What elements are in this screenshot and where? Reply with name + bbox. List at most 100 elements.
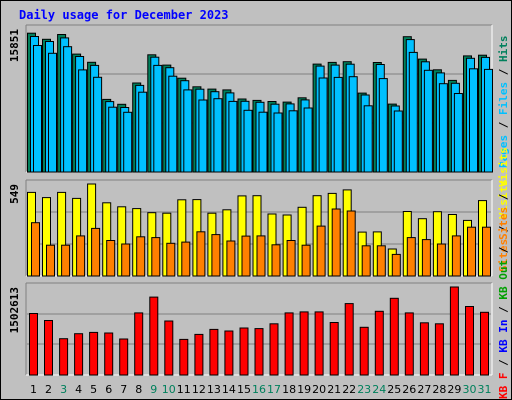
bar-sites: [241, 235, 251, 277]
x-tick-label: 18: [282, 383, 296, 396]
bar-pages: [453, 93, 463, 173]
x-tick-label: 27: [417, 383, 431, 396]
bar-kbytes-f: [104, 332, 114, 376]
x-tick-label: 26: [402, 383, 416, 396]
bar-sites: [106, 240, 116, 277]
bar-kbytes-f: [434, 323, 444, 376]
bar-kbytes-f: [449, 286, 459, 376]
bar-pages: [393, 110, 403, 173]
x-tick-label: 24: [372, 383, 386, 396]
bar-pages: [123, 111, 133, 173]
bar-sites: [346, 210, 356, 277]
x-tick-label: 20: [312, 383, 326, 396]
bar-kbytes-f: [419, 322, 429, 376]
bar-pages: [303, 107, 313, 173]
bar-kbytes-f: [299, 311, 309, 376]
legend-kbytes: KB F / KB In / KB Out / Sites / Visits: [497, 147, 510, 399]
bar-sites: [211, 234, 221, 277]
bar-sites: [76, 235, 86, 277]
x-tick-label: 31: [478, 383, 492, 396]
x-tick-label: 5: [90, 383, 97, 396]
bar-kbytes-f: [209, 328, 219, 376]
bar-pages: [243, 109, 253, 173]
bar-pages: [318, 77, 328, 173]
bar-sites: [271, 244, 281, 277]
x-tick-label: 16: [252, 383, 266, 396]
bar-pages: [33, 45, 42, 173]
bar-sites: [286, 240, 296, 277]
x-tick-label: 28: [432, 383, 446, 396]
bar-kbytes-f: [179, 338, 189, 376]
x-tick-label: 17: [267, 383, 281, 396]
y-max-label: 1502613: [8, 287, 21, 333]
bar-sites: [361, 245, 371, 277]
bar-pages: [228, 100, 238, 173]
bar-pages: [258, 111, 268, 173]
bar-kbytes-f: [329, 322, 339, 376]
bar-sites: [436, 243, 446, 277]
bar-kbytes-f: [59, 338, 69, 376]
bar-sites: [482, 226, 491, 277]
bar-sites: [46, 244, 55, 277]
bar-pages: [108, 106, 118, 173]
bar-pages: [348, 76, 358, 173]
bar-kbytes-f: [344, 303, 354, 376]
chart-title: Daily usage for December 2023: [19, 8, 229, 22]
bar-sites: [196, 231, 206, 277]
bar-pages: [48, 52, 57, 173]
bar-pages: [183, 89, 193, 173]
bar-pages: [63, 46, 73, 173]
x-tick-label: 7: [120, 383, 127, 396]
bar-pages: [333, 76, 343, 173]
x-tick-label: 19: [297, 383, 311, 396]
legend-hits-files-pages: Pages / Files / Hits: [497, 36, 510, 169]
bar-sites: [121, 243, 131, 277]
x-tick-label: 14: [222, 383, 236, 396]
x-tick-label: 25: [387, 383, 401, 396]
bar-kbytes-f: [269, 323, 279, 376]
bar-kbytes-f: [194, 333, 204, 376]
bar-pages: [484, 68, 493, 173]
bar-kbytes-f: [89, 331, 99, 376]
bar-pages: [438, 83, 448, 173]
x-tick-label: 23: [357, 383, 371, 396]
x-tick-label: 6: [105, 383, 112, 396]
bar-kbytes-f: [164, 320, 174, 376]
bar-kbytes-f: [44, 320, 53, 376]
bar-kbytes-f: [359, 326, 369, 376]
bar-kbytes-f: [284, 312, 294, 376]
x-tick-label: 9: [150, 383, 157, 396]
y-max-label: 549: [8, 184, 21, 204]
bar-sites: [331, 208, 341, 277]
bar-sites: [181, 241, 191, 277]
bar-kbytes-f: [465, 306, 474, 376]
bar-kbytes-f: [29, 313, 38, 376]
bar-pages: [469, 68, 478, 173]
bar-sites: [391, 253, 401, 277]
bar-sites: [136, 236, 146, 277]
bar-pages: [273, 112, 283, 173]
bar-sites: [61, 244, 71, 277]
bar-pages: [213, 98, 223, 173]
x-tick-label: 4: [75, 383, 82, 396]
bar-pages: [153, 64, 163, 173]
bar-sites: [166, 242, 176, 277]
bar-kbytes-f: [149, 296, 159, 376]
bar-pages: [378, 78, 388, 173]
bar-pages: [168, 75, 178, 173]
bar-kbytes-f: [239, 327, 249, 376]
legend-visits-sites: Sites / Visits: [497, 179, 510, 272]
bar-sites: [467, 226, 476, 277]
bar-sites: [376, 245, 386, 277]
bar-kbytes-f: [314, 311, 324, 376]
bar-kbytes-f: [480, 311, 489, 376]
bar-pages: [423, 69, 433, 173]
bar-pages: [138, 91, 148, 173]
bar-sites: [91, 227, 101, 277]
bar-pages: [198, 99, 208, 173]
bar-kbytes-f: [74, 333, 84, 376]
bar-pages: [288, 110, 298, 173]
bar-kbytes-f: [404, 312, 414, 376]
